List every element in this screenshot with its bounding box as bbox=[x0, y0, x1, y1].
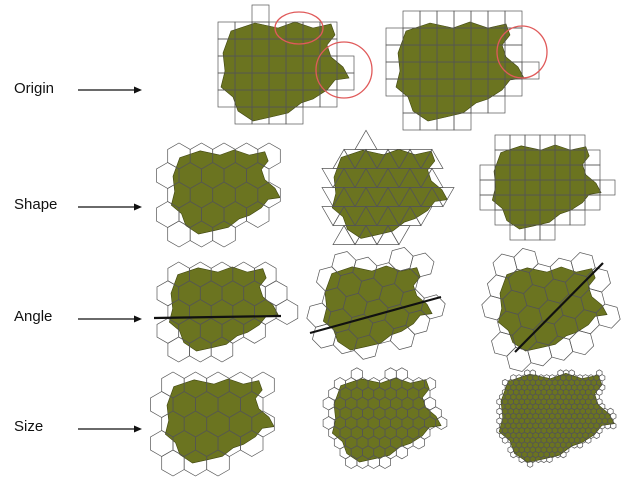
highlight-circle bbox=[315, 41, 373, 99]
hex-cell bbox=[585, 436, 592, 444]
hex-cell bbox=[206, 449, 230, 477]
grid-cell bbox=[584, 194, 601, 211]
origin-panel-1-region bbox=[220, 21, 350, 122]
size-panel-large bbox=[150, 371, 275, 477]
row-label-shape: Shape bbox=[14, 196, 58, 213]
grid-cell bbox=[453, 112, 472, 131]
hex-cell bbox=[353, 334, 379, 360]
grid-cell bbox=[599, 179, 616, 196]
arrow-shape bbox=[78, 203, 142, 211]
hex-cell bbox=[251, 410, 275, 438]
grid-cell bbox=[385, 27, 404, 46]
hex-cell bbox=[569, 330, 595, 356]
grid-cell bbox=[494, 134, 511, 151]
row-label-origin: Origin bbox=[14, 80, 55, 97]
grid-cell bbox=[402, 112, 421, 131]
hex-cell bbox=[275, 299, 299, 325]
angle-panel-15 bbox=[306, 247, 446, 360]
triangle-cell bbox=[354, 129, 378, 150]
hex-cell bbox=[527, 341, 553, 367]
size-panel-medium bbox=[322, 367, 448, 469]
size-panel-large-region bbox=[164, 378, 275, 464]
angle-panel-0-region bbox=[168, 266, 279, 352]
hex-cell bbox=[424, 377, 437, 391]
arrow-size bbox=[78, 425, 142, 433]
size-panel-medium-region bbox=[331, 377, 442, 463]
triangle-cell bbox=[409, 206, 433, 227]
hex-cell bbox=[379, 455, 391, 469]
shape-panel-square bbox=[479, 134, 616, 241]
grid-cell bbox=[319, 89, 338, 108]
row-label-size: Size bbox=[14, 418, 44, 435]
size-panel-small bbox=[496, 369, 617, 468]
grid-cell bbox=[539, 224, 556, 241]
hex-cell bbox=[210, 336, 234, 363]
origin-panel-1 bbox=[217, 4, 355, 125]
angle-panel-0 bbox=[156, 261, 299, 363]
hex-cell bbox=[610, 422, 617, 430]
grid-cell bbox=[487, 95, 506, 114]
grid-cell bbox=[479, 164, 496, 181]
shape-panel-triangle bbox=[321, 129, 455, 246]
arrow-angle bbox=[78, 315, 142, 323]
highlight-circle bbox=[274, 11, 324, 45]
highlight-circle bbox=[496, 25, 548, 79]
grid-cell bbox=[504, 78, 523, 97]
hex-cell bbox=[501, 436, 509, 444]
hex-cell bbox=[596, 388, 603, 396]
hex-cell bbox=[562, 446, 570, 454]
hex-cell bbox=[212, 220, 236, 248]
grid-cell bbox=[479, 179, 496, 196]
hex-cell bbox=[405, 309, 431, 335]
grid-cell bbox=[285, 106, 304, 125]
row-label-angle: Angle bbox=[14, 308, 53, 325]
angle-line bbox=[153, 314, 282, 320]
hex-cell bbox=[251, 371, 275, 399]
grid-cell bbox=[251, 4, 270, 23]
triangle-cell bbox=[387, 225, 411, 246]
hex-cell bbox=[412, 435, 425, 450]
hex-cell bbox=[595, 303, 621, 329]
hex-cell bbox=[257, 142, 281, 170]
shape-panel-triangle-region bbox=[331, 148, 448, 239]
hex-cell bbox=[435, 416, 448, 430]
hex-cell bbox=[257, 181, 281, 209]
arrow-origin bbox=[78, 86, 142, 94]
shape-panel-square-region bbox=[491, 144, 602, 230]
grid-cell bbox=[336, 72, 355, 91]
grid-cell bbox=[504, 10, 523, 29]
grid-cell bbox=[569, 209, 586, 226]
shape-panel-hexagon-region bbox=[170, 149, 281, 235]
grid-cell bbox=[402, 10, 421, 29]
triangle-cell bbox=[431, 187, 455, 208]
shape-panel-hexagon bbox=[156, 142, 281, 248]
hex-cell bbox=[506, 347, 532, 372]
hex-cell bbox=[546, 455, 553, 464]
hex-cell bbox=[596, 426, 603, 435]
angle-line bbox=[514, 262, 604, 353]
origin-panel-2 bbox=[385, 10, 540, 131]
hex-cell bbox=[345, 455, 358, 469]
angle-line bbox=[309, 295, 442, 335]
angle-panel-45 bbox=[481, 248, 621, 372]
